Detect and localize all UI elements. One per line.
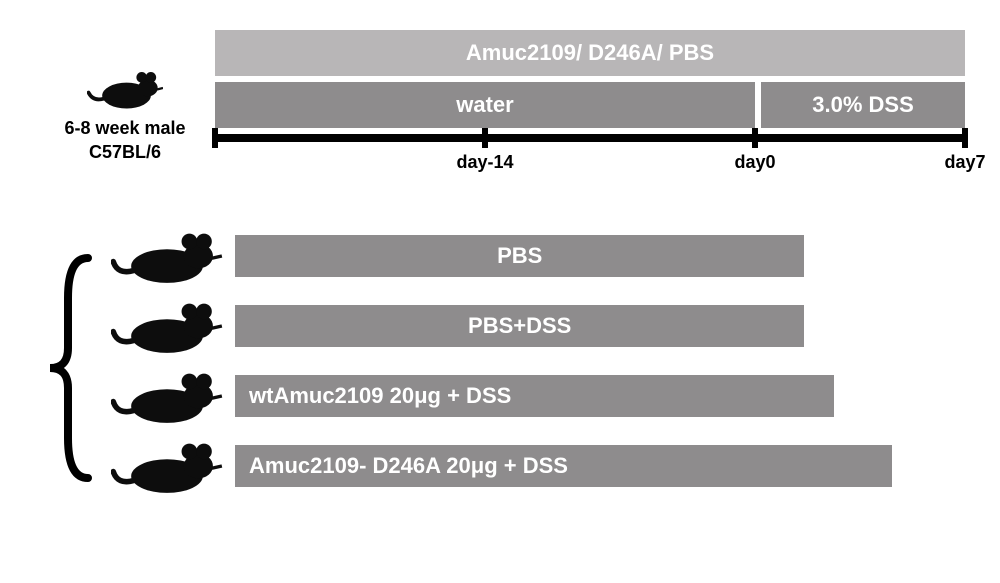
mouse-icon bbox=[105, 368, 235, 424]
group-row: PBS bbox=[105, 228, 965, 284]
water-bar: water bbox=[215, 82, 755, 128]
group-bar: PBS bbox=[235, 235, 804, 277]
group-row: PBS+DSS bbox=[105, 298, 965, 354]
mouse-icon bbox=[105, 438, 235, 494]
mouse-icon bbox=[87, 65, 163, 116]
axis-label: day7 bbox=[944, 152, 985, 173]
axis-tick bbox=[482, 128, 488, 148]
group-rows: PBS PBS+DSS wtAmuc2109 20μg + DSS Amuc21… bbox=[105, 228, 965, 508]
group-row: Amuc2109- D246A 20μg + DSS bbox=[105, 438, 965, 494]
axis-line bbox=[215, 134, 965, 142]
group-row: wtAmuc2109 20μg + DSS bbox=[105, 368, 965, 424]
mouse-strain-line2: C57BL/6 bbox=[35, 142, 215, 164]
axis-tick bbox=[752, 128, 758, 148]
axis-label: day-14 bbox=[456, 152, 513, 173]
group-bar: Amuc2109- D246A 20μg + DSS bbox=[235, 445, 892, 487]
mouse-label-block: 6-8 week male C57BL/6 bbox=[35, 30, 215, 163]
axis-tick bbox=[212, 128, 218, 148]
timeline-axis: day-14day0day7 bbox=[215, 128, 965, 188]
group-bar: PBS+DSS bbox=[235, 305, 804, 347]
axis-label: day0 bbox=[734, 152, 775, 173]
mouse-icon bbox=[105, 298, 235, 354]
treatment-bar: Amuc2109/ D246A/ PBS bbox=[215, 30, 965, 76]
timeline-block: Amuc2109/ D246A/ PBS water 3.0% DSS day-… bbox=[215, 30, 965, 188]
dss-bar: 3.0% DSS bbox=[761, 82, 965, 128]
mouse-strain-line1: 6-8 week male bbox=[35, 118, 215, 140]
brace-icon bbox=[35, 228, 105, 508]
group-bar: wtAmuc2109 20μg + DSS bbox=[235, 375, 834, 417]
phase-bars: water 3.0% DSS bbox=[215, 82, 965, 128]
axis-tick bbox=[962, 128, 968, 148]
mouse-icon bbox=[105, 228, 235, 284]
